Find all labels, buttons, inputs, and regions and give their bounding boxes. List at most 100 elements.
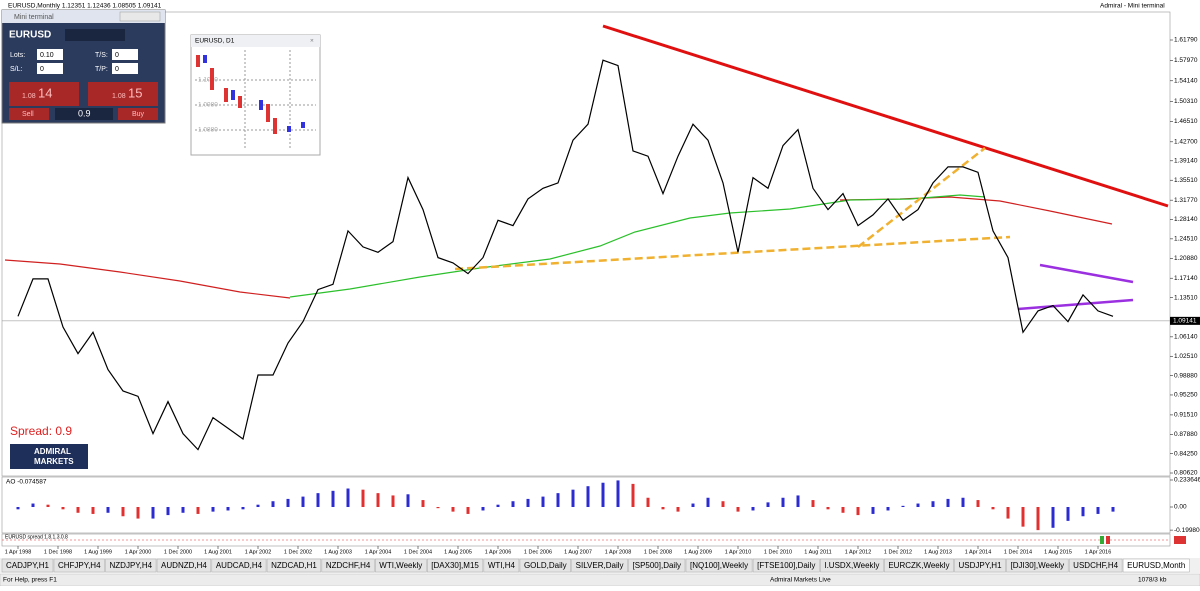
price-line xyxy=(17,59,1114,451)
ao-bar xyxy=(496,504,500,508)
status-bar xyxy=(0,573,1200,587)
tab[interactable] xyxy=(1068,558,1123,573)
ao-bar xyxy=(751,507,755,511)
y-tick-label: 1.17140 xyxy=(1174,275,1198,282)
ao-frame xyxy=(1,476,1171,534)
tab[interactable] xyxy=(427,558,484,573)
ao-bar xyxy=(841,507,845,513)
sl-value: 0 xyxy=(40,66,44,73)
sell-label: Sell xyxy=(22,111,34,118)
spread-marker xyxy=(1106,536,1110,544)
tab[interactable] xyxy=(685,558,753,573)
tab-label: CADJPY,H1 xyxy=(6,561,50,570)
buy-button[interactable] xyxy=(88,82,158,106)
tab[interactable] xyxy=(375,558,427,573)
sell-pips: 14 xyxy=(38,85,52,100)
symbol: EURUSD xyxy=(9,30,51,41)
ao-bar xyxy=(436,507,440,509)
x-tick-label: 1 Dec 2006 xyxy=(524,549,552,555)
tab[interactable] xyxy=(156,558,212,573)
ao-bar xyxy=(856,507,860,516)
x-tick-label: 1 Dec 2010 xyxy=(764,549,792,555)
tab-label: EURUSD,Month xyxy=(1127,561,1185,570)
y-tick-label: 0.87880 xyxy=(1174,431,1198,438)
logo-box xyxy=(10,444,88,469)
tab[interactable] xyxy=(211,558,267,573)
tab-label: WTI,H4 xyxy=(488,561,516,570)
tab[interactable] xyxy=(53,558,105,573)
spread-overlay: Spread: 0.9 xyxy=(10,424,72,438)
mini-price-label: 1.0880 xyxy=(198,127,218,134)
input[interactable] xyxy=(112,63,138,74)
chart-header: EURUSD,Monthly 1.12351 1.12436 1.08505 1… xyxy=(8,3,162,10)
tab[interactable] xyxy=(820,558,884,573)
label: S/L: xyxy=(10,66,23,73)
ao-bar xyxy=(256,504,260,508)
tab[interactable] xyxy=(1006,558,1069,573)
tab-label: [NQ100],Weekly xyxy=(690,561,748,570)
ao-bar xyxy=(451,507,455,512)
tab[interactable] xyxy=(752,558,820,573)
ao-bar xyxy=(811,500,815,508)
tab[interactable] xyxy=(1,558,54,573)
buy-label-button[interactable] xyxy=(118,108,158,120)
tab[interactable] xyxy=(1122,558,1190,573)
ao-bar xyxy=(481,507,485,511)
x-tick-label: 1 Aug 2007 xyxy=(564,549,592,555)
ao-bar xyxy=(151,507,155,519)
ao-bar xyxy=(721,501,725,508)
x-tick-label: 1 Aug 2003 xyxy=(324,549,352,555)
window-buttons[interactable] xyxy=(119,11,161,22)
tab[interactable] xyxy=(628,558,686,573)
ao-bar xyxy=(886,507,890,511)
ao-bar xyxy=(736,507,740,512)
tab[interactable] xyxy=(266,558,322,573)
ao-bar xyxy=(1036,507,1040,531)
mini-terminal: Mini terminal EURUSD Lots: 0.10 T/S: 0 S… xyxy=(1,9,166,124)
tab[interactable] xyxy=(483,558,520,573)
x-tick-label: 1 Aug 2013 xyxy=(924,549,952,555)
ao-bar xyxy=(961,497,965,508)
x-tick-label: 1 Dec 2012 xyxy=(884,549,912,555)
ao-bar xyxy=(121,507,125,517)
y-tick-label: 1.28140 xyxy=(1174,216,1198,223)
input[interactable] xyxy=(112,49,138,60)
y-tick-label: 1.06140 xyxy=(1174,334,1198,341)
close-icon[interactable]: × xyxy=(310,38,314,45)
ao-bar xyxy=(136,507,140,519)
tab[interactable] xyxy=(884,558,954,573)
ao-bar xyxy=(361,489,365,508)
ao-bar xyxy=(316,493,320,508)
ao-tick-label: 0.233646 xyxy=(1174,477,1200,484)
tab[interactable] xyxy=(519,558,571,573)
trendline-purple xyxy=(1017,298,1134,311)
spread-marker xyxy=(1174,536,1186,544)
y-tick-label: 1.24510 xyxy=(1174,236,1198,243)
mini-candle xyxy=(224,88,228,102)
y-tick-label: 0.91510 xyxy=(1174,412,1198,419)
input[interactable] xyxy=(37,63,63,74)
mini-chart: EURUSD, D1 × 1.1080 1.0980 1.0880 xyxy=(190,34,321,156)
symbol-field[interactable] xyxy=(65,29,125,41)
tab[interactable] xyxy=(321,558,375,573)
tab[interactable] xyxy=(954,558,1006,573)
ao-bar xyxy=(871,507,875,514)
ao-tick-label: -0.199800 xyxy=(1174,527,1200,534)
lots-value: 0.10 xyxy=(40,52,54,59)
mini-candle xyxy=(259,100,263,110)
tab-label: USDJPY,H1 xyxy=(959,561,1003,570)
y-tick-label: 0.80620 xyxy=(1174,470,1198,477)
sell-label-button[interactable] xyxy=(9,108,49,120)
sell-button[interactable] xyxy=(9,82,79,106)
label: T/P: xyxy=(95,66,108,73)
tab-label: USDCHF,H4 xyxy=(1073,561,1118,570)
input[interactable] xyxy=(37,49,63,60)
x-tick-label: 1 Aug 2011 xyxy=(804,549,831,555)
y-tick-label: 1.57970 xyxy=(1174,57,1198,64)
ao-bar xyxy=(31,503,35,508)
mini-candle xyxy=(210,68,214,90)
ao-tick-label: 0.00 xyxy=(1174,504,1187,511)
tab-label: [SP500],Daily xyxy=(633,561,681,570)
tab[interactable] xyxy=(105,558,157,573)
tab[interactable] xyxy=(571,558,628,573)
